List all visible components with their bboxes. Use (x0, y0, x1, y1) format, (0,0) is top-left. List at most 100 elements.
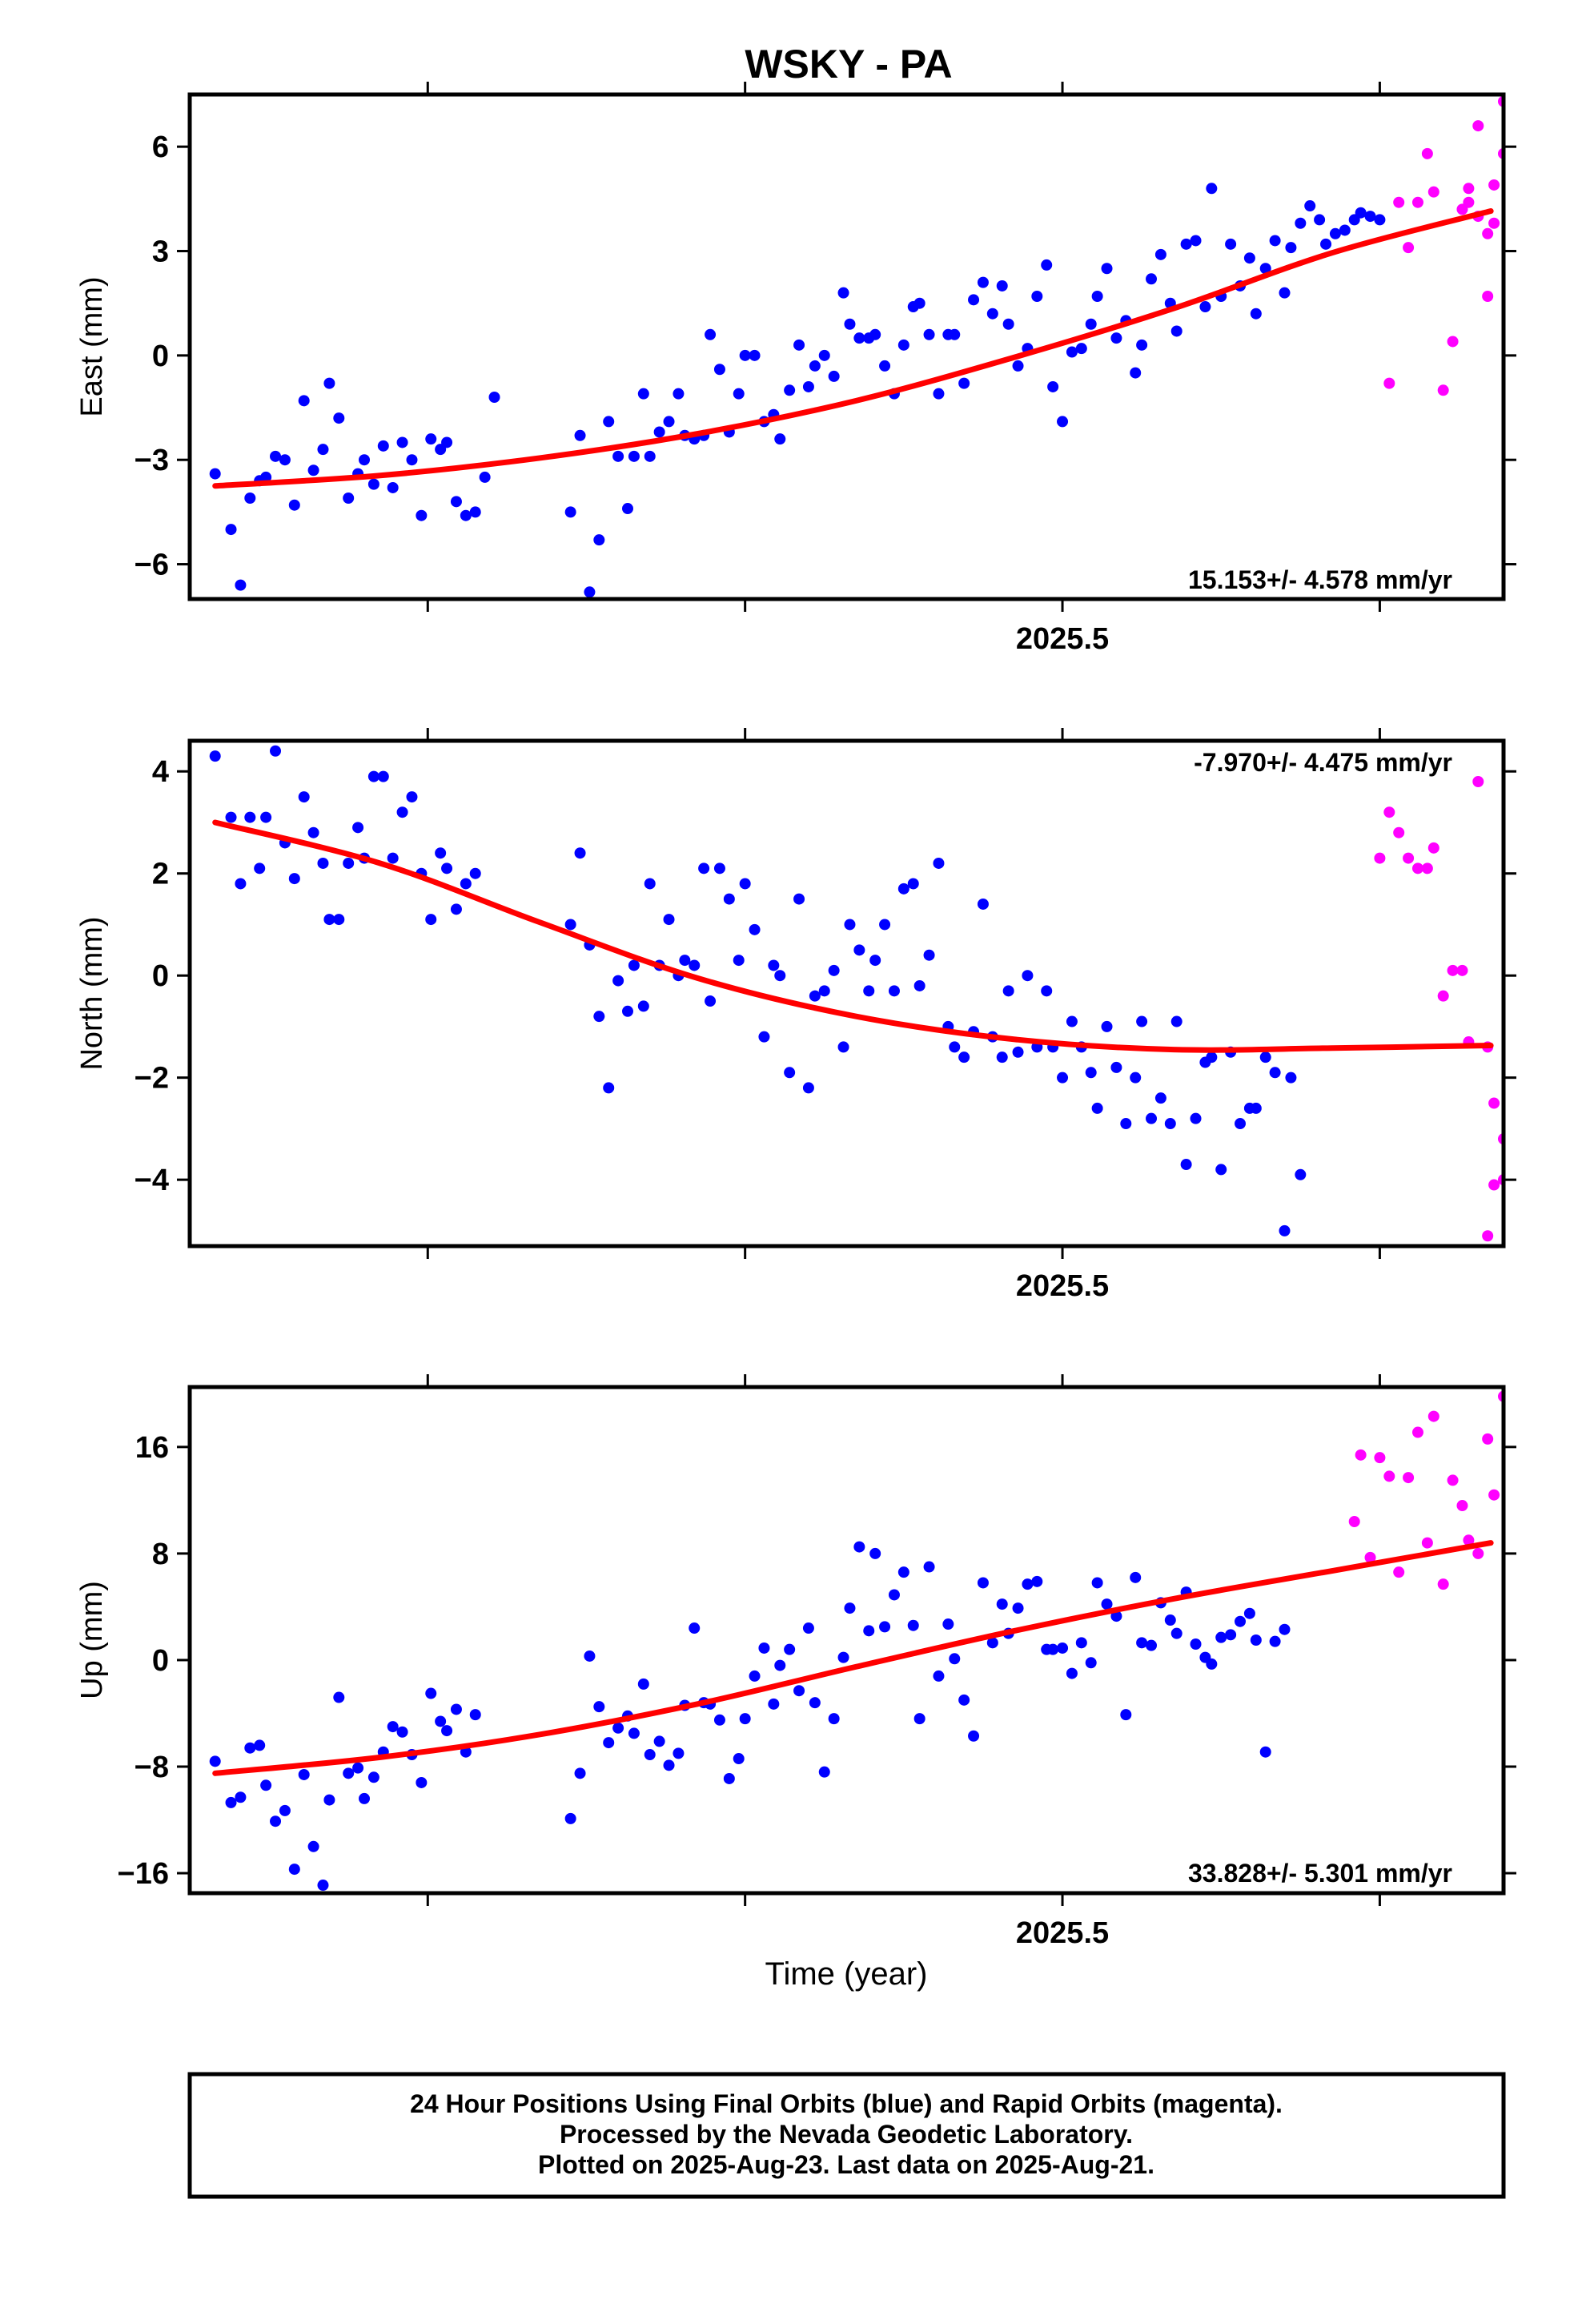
p2-final-point (1066, 1667, 1078, 1679)
p1-final-point (1285, 1072, 1297, 1084)
p2-final-point (244, 1742, 256, 1754)
p1-final-point (679, 955, 691, 967)
p2-final-point (1120, 1709, 1132, 1721)
p1-final-point (441, 862, 453, 875)
p0-final-point (387, 481, 399, 493)
p2-final-point (387, 1721, 399, 1733)
p1-final-point (958, 1051, 970, 1063)
north-panel: 4 2 0 −2 −4 2025.5 North (mm) -7.970+/- 4.475 m… (75, 0, 1516, 1303)
p1-final-point (689, 959, 701, 971)
p1-final-point (396, 806, 408, 818)
p1-final-point (387, 852, 399, 864)
p1-final-point (352, 822, 364, 834)
p0-final-point (317, 444, 329, 456)
p1-final-point (260, 811, 272, 823)
p1-final-point (612, 975, 624, 987)
p1-final-point (793, 893, 805, 905)
p1-final-point (270, 745, 282, 757)
p0-final-point (1002, 318, 1014, 330)
p1-rapid-point (1488, 1179, 1500, 1191)
p0-final-point (1339, 224, 1351, 236)
p0-final-point (818, 349, 830, 361)
p0-final-point (1304, 200, 1316, 212)
p2-final-point (828, 1713, 840, 1725)
p0-final-point (1180, 238, 1192, 250)
p2-ytick-label: −16 (118, 1857, 169, 1891)
p2-rapid-point (1463, 1534, 1475, 1546)
p0-final-point (209, 468, 221, 480)
p2-final-point (844, 1602, 856, 1614)
x-axis-label: Time (year) (765, 1956, 928, 1992)
p1-final-point (1339, 0, 1351, 6)
p2-final-point (1206, 1658, 1218, 1670)
p0-final-point (1057, 416, 1069, 428)
p1-final-point (1091, 1102, 1103, 1114)
p0-final-point (1041, 259, 1053, 271)
p2-rapid-point (1482, 1433, 1494, 1445)
p2-final-point (968, 1730, 980, 1742)
p1-final-point (923, 949, 935, 961)
p1-final-point (897, 883, 909, 895)
p0-rapid-point (1393, 196, 1405, 208)
p1-ytick-label: 0 (152, 959, 169, 993)
p0-final-point (673, 388, 685, 400)
p2-final-point (1012, 1602, 1024, 1614)
p2-rapid-point (1355, 1449, 1367, 1461)
p1-final-point (774, 970, 786, 982)
p0-final-point (396, 436, 408, 448)
p1-plot-area (209, 0, 1516, 1242)
p2-final-point (593, 1701, 605, 1713)
p2-final-point (949, 1653, 961, 1665)
p0-final-point (323, 377, 335, 389)
p0-final-point (644, 450, 656, 462)
p0-final-point (977, 276, 989, 288)
p0-final-point (869, 328, 881, 340)
p0-final-point (733, 388, 745, 400)
p1-final-point (1330, 0, 1341, 6)
p0-final-point (298, 395, 310, 407)
p0-final-point (441, 436, 453, 448)
p1-final-point (628, 959, 640, 971)
p1-final-point (435, 847, 447, 859)
p2-final-point (1279, 1623, 1291, 1635)
p0-rapid-point (1411, 196, 1423, 208)
p2-final-point (653, 1735, 665, 1747)
p2-rapid-point (1472, 1547, 1484, 1559)
p1-rapid-point (1504, 1144, 1516, 1155)
p1-rapid-point (1393, 826, 1405, 838)
p0-rapid-point (1421, 147, 1433, 159)
p2-ytick-label: 0 (152, 1644, 169, 1678)
p0-final-point (1320, 238, 1332, 250)
p2-rapid-point (1364, 1551, 1376, 1563)
p2-rapid-point (1403, 1472, 1415, 1484)
p1-final-point (333, 914, 345, 926)
p0-rapid-point (1437, 384, 1449, 396)
p2-final-point (1057, 1642, 1069, 1654)
p1-final-point (377, 770, 389, 782)
p0-final-point (425, 433, 437, 445)
p0-final-point (897, 339, 909, 351)
p2-final-point (1295, 0, 1306, 6)
p2-final-point (888, 1589, 900, 1601)
p0-final-point (1199, 301, 1211, 313)
figure-title: WSKY - PA (745, 42, 952, 86)
p0-final-point (784, 384, 796, 396)
p1-final-point (225, 811, 237, 823)
p2-final-point (1170, 1627, 1182, 1639)
p1-final-point (1304, 0, 1315, 6)
p1-xtick-label: 2025.5 (1016, 1269, 1109, 1303)
p0-fit-curve (212, 208, 1494, 489)
p0-final-point (1146, 273, 1158, 285)
p2-final-point (359, 1792, 371, 1804)
p0-final-point (479, 471, 491, 483)
p0-rapid-point (1447, 336, 1459, 348)
p0-rapid-point (1427, 186, 1439, 198)
p2-final-point (1330, 0, 1341, 6)
p2-final-point (574, 1767, 586, 1779)
p2-final-point (367, 1771, 379, 1783)
p1-final-point (828, 964, 840, 976)
p1-final-point (663, 914, 675, 926)
p0-final-point (809, 360, 821, 372)
p1-rapid-point (1504, 1148, 1516, 1160)
